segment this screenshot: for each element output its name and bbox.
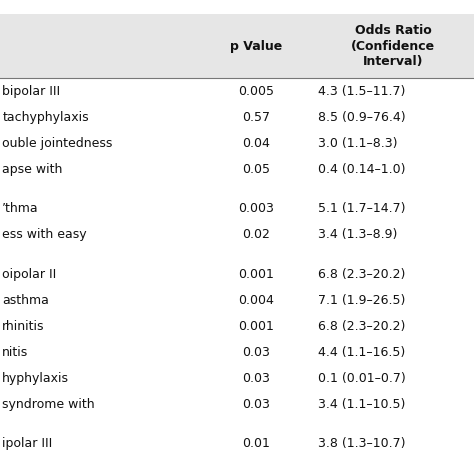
Text: 0.57: 0.57 [242,111,270,124]
Text: syndrome with: syndrome with [2,398,95,411]
Text: 5.1 (1.7–14.7): 5.1 (1.7–14.7) [318,202,405,215]
Text: bipolar III: bipolar III [2,85,61,98]
Text: 0.05: 0.05 [242,163,270,176]
Text: 0.03: 0.03 [242,346,270,359]
Text: 3.8 (1.3–10.7): 3.8 (1.3–10.7) [318,438,405,450]
Text: 4.3 (1.5–11.7): 4.3 (1.5–11.7) [318,85,405,98]
Text: nitis: nitis [2,346,28,359]
Text: 0.003: 0.003 [238,202,274,215]
Text: 0.01: 0.01 [242,438,270,450]
Text: Odds Ratio
(Confidence
Interval): Odds Ratio (Confidence Interval) [351,24,436,68]
Text: tachyphylaxis: tachyphylaxis [2,111,89,124]
Text: 3.4 (1.3–8.9): 3.4 (1.3–8.9) [318,228,397,241]
Text: apse with: apse with [2,163,63,176]
Text: 0.03: 0.03 [242,398,270,411]
Text: 6.8 (2.3–20.2): 6.8 (2.3–20.2) [318,320,405,333]
Text: 0.004: 0.004 [238,294,274,307]
Text: asthma: asthma [2,294,49,307]
Text: 0.001: 0.001 [238,268,274,281]
Text: ’thma: ’thma [2,202,39,215]
Text: 4.4 (1.1–16.5): 4.4 (1.1–16.5) [318,346,405,359]
Bar [0,14,474,78]
Text: 3.0 (1.1–8.3): 3.0 (1.1–8.3) [318,137,397,150]
Text: 0.03: 0.03 [242,372,270,385]
Text: 7.1 (1.9–26.5): 7.1 (1.9–26.5) [318,294,405,307]
Text: 0.02: 0.02 [242,228,270,241]
Text: 0.04: 0.04 [242,137,270,150]
Text: 0.001: 0.001 [238,320,274,333]
Text: 0.005: 0.005 [238,85,274,98]
Text: ipolar III: ipolar III [2,438,53,450]
Text: 0.4 (0.14–1.0): 0.4 (0.14–1.0) [318,163,405,176]
Text: ouble jointedness: ouble jointedness [2,137,113,150]
Text: 6.8 (2.3–20.2): 6.8 (2.3–20.2) [318,268,405,281]
Text: 8.5 (0.9–76.4): 8.5 (0.9–76.4) [318,111,405,124]
Text: p Value: p Value [230,40,282,53]
Text: ess with easy: ess with easy [2,228,87,241]
Text: hyphylaxis: hyphylaxis [2,372,69,385]
Text: 0.1 (0.01–0.7): 0.1 (0.01–0.7) [318,372,405,385]
Text: rhinitis: rhinitis [2,320,45,333]
Text: oipolar II: oipolar II [2,268,56,281]
Text: 3.4 (1.1–10.5): 3.4 (1.1–10.5) [318,398,405,411]
